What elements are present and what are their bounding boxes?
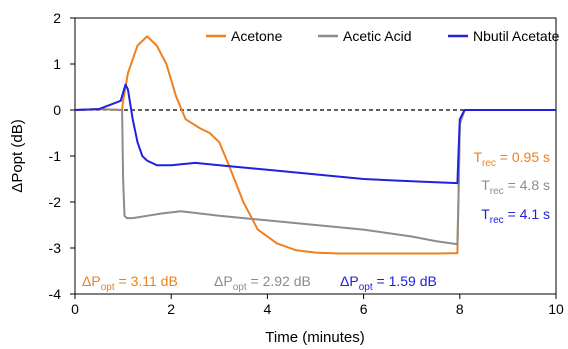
y-tick-label: 0 [53,102,61,118]
y-tick-label: -2 [49,194,62,210]
delta-annotations: ΔPopt = 3.11 dB ΔPopt = 2.92 dB ΔPopt = 1.… [82,273,437,293]
legend: Acetone Acetic Acid Nbutil Acetate [206,28,560,44]
delta-annotation-3: ΔPopt = 1.59 dB [340,273,437,293]
x-tick-label: 10 [548,301,564,317]
x-tick-label: 2 [167,301,175,317]
y-tick-label: -1 [49,148,62,164]
legend-label-2: Acetic Acid [343,28,411,44]
recovery-annotation-1: Trec = 0.95 s [473,149,550,169]
y-tick-label: -3 [49,240,62,256]
y-tick-label: 1 [53,56,61,72]
y-axis-title: ΔPopt (dB) [9,119,26,192]
delta-annotation-2: ΔPopt = 2.92 dB [214,273,311,293]
x-axis-title: Time (minutes) [265,329,364,346]
legend-label-3: Nbutil Acetate [473,28,560,44]
legend-label-1: Acetone [231,28,283,44]
recovery-annotations: Trec = 0.95 s Trec = 4.8 s Trec = 4.1 s [473,149,550,226]
y-tick-label: -4 [49,286,62,302]
x-tick-label: 6 [360,301,368,317]
delta-annotation-1: ΔPopt = 3.11 dB [82,273,178,293]
recovery-annotation-2: Trec = 4.8 s [481,177,550,197]
x-tick-label: 4 [264,301,272,317]
recovery-annotation-3: Trec = 4.1 s [481,206,550,226]
y-tick-label: 2 [53,10,61,26]
x-tick-label: 8 [456,301,464,317]
x-tick-label: 0 [71,301,79,317]
